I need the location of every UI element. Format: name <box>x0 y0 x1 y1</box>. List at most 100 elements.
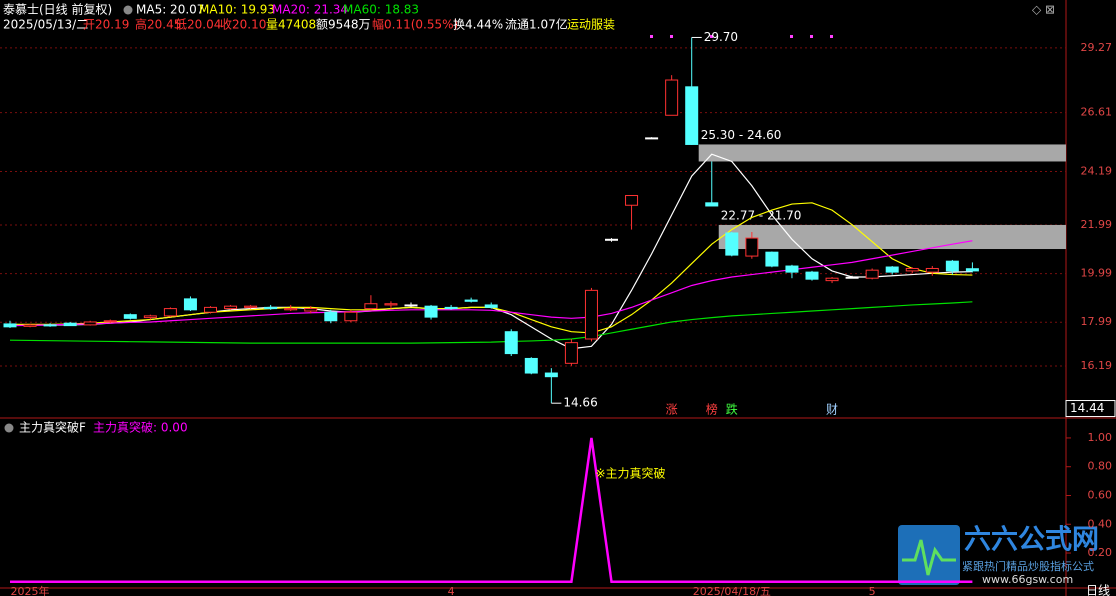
icon <box>4 423 14 433</box>
candle-body <box>605 238 618 241</box>
candle-body <box>224 305 238 310</box>
candle-body <box>244 305 258 308</box>
candle-body <box>625 195 639 206</box>
legend-ma20: MA20: 21.34 <box>272 3 348 17</box>
candle-body <box>204 306 217 313</box>
title: 泰慕士(日线 前复权) <box>3 2 112 17</box>
gap-zone <box>718 224 1066 250</box>
candle-body <box>404 304 418 307</box>
change: 幅0.11(0.55%) <box>372 17 458 32</box>
ma-line <box>9 301 973 344</box>
logo-url: www.66gsw.com <box>982 573 1073 586</box>
x-tick-label: 2025年 <box>11 584 50 596</box>
y-tick-label: 24.19 <box>1081 164 1113 177</box>
candle-body <box>83 321 97 326</box>
candle-body <box>3 323 17 328</box>
logo-icon <box>898 525 960 585</box>
candle-body <box>945 260 959 272</box>
candle-body <box>925 267 939 273</box>
candle-body <box>965 268 979 272</box>
candle-body <box>284 308 298 311</box>
open: 开20.19 <box>83 18 129 32</box>
candle-body <box>464 299 478 302</box>
candle-body <box>183 298 197 311</box>
candle-body <box>765 251 779 267</box>
candle-body <box>304 308 318 312</box>
signal: 跌 <box>726 402 738 417</box>
logo-slogan: 紧跟热门精品炒股指标公式 <box>962 559 1094 573</box>
cursor-box <box>1065 400 1116 418</box>
candle-body <box>384 303 398 306</box>
high: 高20.45 <box>135 17 181 32</box>
candle-body <box>484 304 498 308</box>
candle-body <box>885 266 899 273</box>
legend-ma10: MA10: 19.93 <box>199 3 275 17</box>
candle-body <box>584 289 598 340</box>
y-tick-label: 29.27 <box>1081 41 1113 54</box>
y-tick-label: 16.19 <box>1081 359 1113 372</box>
y-tick-label: 17.99 <box>1081 315 1113 328</box>
candle-body <box>163 308 177 317</box>
candle-body <box>665 79 679 116</box>
candle-body <box>524 357 538 374</box>
signal: 财 <box>826 403 838 417</box>
legend-ma5: MA5: 20.07 <box>136 3 204 17</box>
y-tick-label: 0.20 <box>1088 546 1113 559</box>
candle-body <box>424 305 438 318</box>
indicator-line <box>10 437 973 584</box>
gap-zone <box>698 144 1066 162</box>
date: 2025/05/13/二 <box>3 18 88 32</box>
logo-name: 六六公式网 <box>964 525 1099 556</box>
panel-title: 主力真突破F <box>19 420 86 435</box>
zone-label: 25.30 - 24.60 <box>701 128 782 142</box>
turnover: 换4.44% <box>453 18 503 32</box>
logo-icon <box>902 539 956 576</box>
legend-ma60: MA60: 18.83 <box>343 3 419 17</box>
candle-body <box>264 306 278 310</box>
candle-body <box>103 320 117 323</box>
x-tick-label: 4 <box>448 585 455 596</box>
y-tick-label: 21.99 <box>1081 218 1113 231</box>
candle-body <box>745 237 759 257</box>
icon[interactable]: ◇ ⊠ <box>1032 3 1055 17</box>
candle-body <box>685 86 699 145</box>
candle-body <box>504 331 518 355</box>
candle-body <box>444 306 458 310</box>
period: 日线 <box>1086 584 1110 596</box>
candle-body <box>785 265 799 273</box>
indicator-annotation: ※主力真突破 <box>595 465 665 480</box>
candle-body <box>705 202 719 207</box>
icon <box>123 5 133 15</box>
float: 流通1.07亿 <box>505 17 568 32</box>
signal-dots <box>650 35 833 38</box>
y-tick-label: 1.00 <box>1088 431 1113 444</box>
y-tick-label: 26.61 <box>1081 106 1113 119</box>
candle-body <box>344 311 358 322</box>
y-tick-label: 0.60 <box>1088 488 1113 501</box>
annotation: 14.66 <box>563 396 597 410</box>
candle-body <box>43 324 57 327</box>
close: 收20.10 <box>220 18 266 32</box>
candle-body <box>805 271 819 280</box>
candle-body <box>825 277 839 282</box>
amount: 额9548万 <box>316 18 371 32</box>
candle-body <box>564 342 578 364</box>
signal: 涨 <box>666 402 678 417</box>
y-tick-label: 19.99 <box>1081 267 1113 280</box>
legend: 主力真突破: 0.00 <box>93 420 188 435</box>
candle-body <box>143 315 157 319</box>
volume: 量47408 <box>266 18 316 32</box>
zone-label: 22.77 - 21.70 <box>721 208 802 222</box>
candle-body <box>725 232 739 256</box>
candle-body <box>123 314 137 319</box>
signal: 榜 <box>706 402 718 417</box>
industry: 运动服装 <box>567 18 615 32</box>
candle-body <box>865 269 879 279</box>
candle-body <box>845 276 859 279</box>
candle-body <box>364 303 378 310</box>
low: 低20.04 <box>175 18 221 32</box>
ma-line <box>9 240 973 327</box>
candle-body <box>544 372 558 378</box>
